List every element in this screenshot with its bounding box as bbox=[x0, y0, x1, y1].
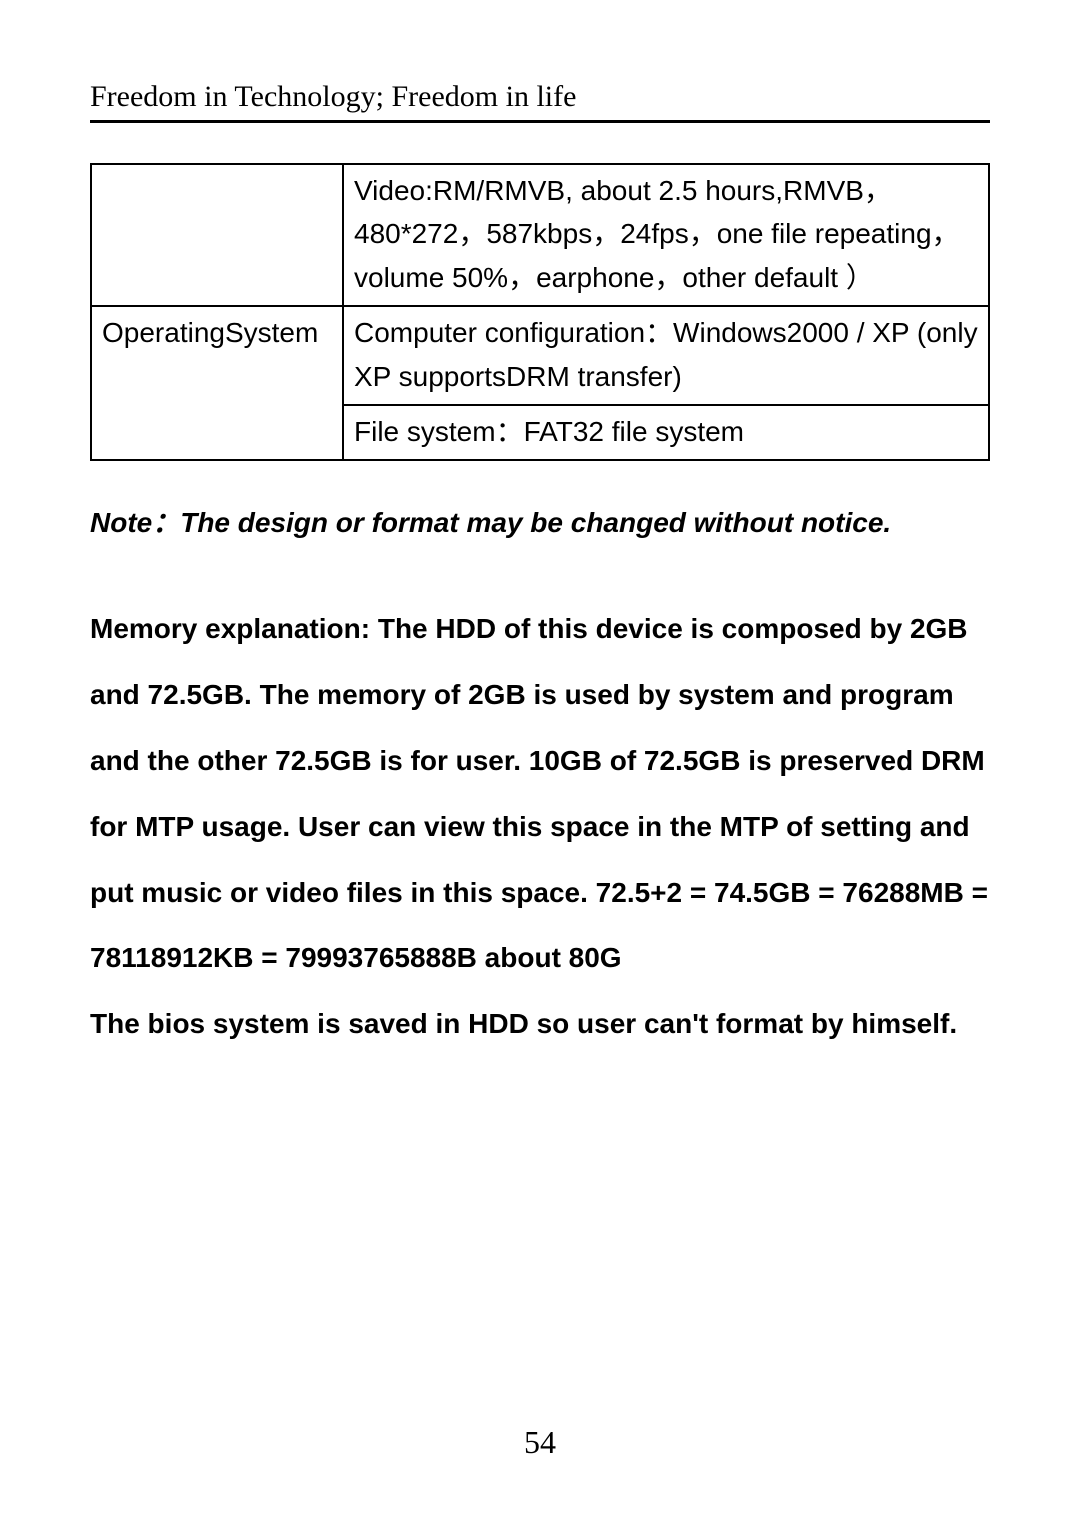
table-row: OperatingSystem Computer configuration：W… bbox=[91, 306, 989, 405]
table-cell-value: Video:RM/RMVB, about 2.5 hours,RMVB，480*… bbox=[343, 164, 989, 306]
document-page: Freedom in Technology; Freedom in life V… bbox=[0, 0, 1080, 1521]
note-text: Note：The design or format may be changed… bbox=[90, 501, 990, 541]
page-header: Freedom in Technology; Freedom in life bbox=[90, 80, 990, 123]
table-row: Video:RM/RMVB, about 2.5 hours,RMVB，480*… bbox=[91, 164, 989, 306]
table-cell-label bbox=[91, 164, 343, 306]
body-paragraph: Memory explanation: The HDD of this devi… bbox=[90, 596, 990, 1057]
table-cell-label: OperatingSystem bbox=[91, 306, 343, 460]
page-number: 54 bbox=[0, 1424, 1080, 1461]
table-cell-value: Computer configuration：Windows2000 / XP … bbox=[343, 306, 989, 405]
spec-table: Video:RM/RMVB, about 2.5 hours,RMVB，480*… bbox=[90, 163, 990, 461]
table-cell-value: File system：FAT32 file system bbox=[343, 405, 989, 460]
